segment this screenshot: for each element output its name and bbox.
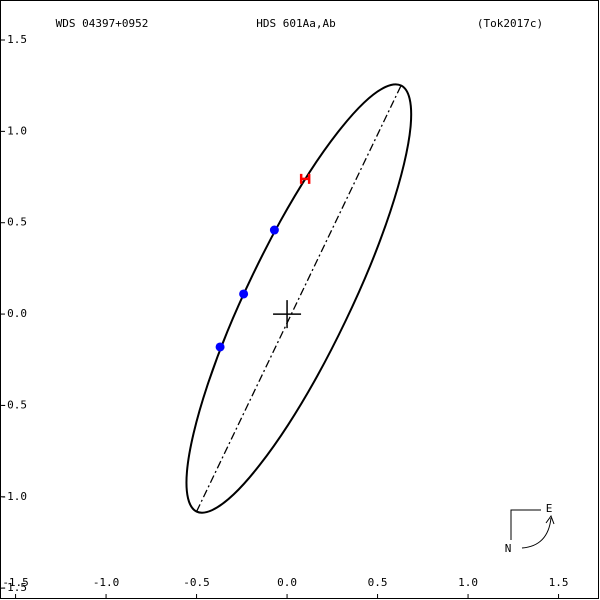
compass-arrowhead bbox=[545, 514, 555, 525]
x-tick-label: -1.0 bbox=[93, 576, 120, 589]
chart-title: HDS 601Aa,Ab bbox=[256, 17, 335, 30]
y-tick-label: -1.0 bbox=[1, 490, 28, 503]
compass-axes bbox=[510, 509, 541, 540]
measurement-point bbox=[269, 225, 279, 235]
compass-north: N bbox=[505, 542, 512, 555]
x-tick-label: 0.0 bbox=[277, 576, 297, 589]
y-tick-label: -0.5 bbox=[1, 398, 28, 411]
x-tick-label: -1.5 bbox=[2, 576, 29, 589]
wds-label: WDS 04397+0952 bbox=[56, 17, 149, 30]
x-tick-label: 0.5 bbox=[368, 576, 388, 589]
primary-cross bbox=[273, 300, 302, 329]
line-of-apsides bbox=[195, 85, 402, 512]
measurement-point bbox=[215, 342, 225, 352]
reference-label: (Tok2017c) bbox=[477, 17, 543, 30]
compass: E N bbox=[505, 502, 555, 555]
compass-east: E bbox=[546, 502, 553, 515]
y-tick-label: 1.0 bbox=[7, 124, 27, 137]
x-tick-label: 1.0 bbox=[458, 576, 478, 589]
y-tick-label: -1.5 bbox=[1, 581, 28, 594]
compass-arrow bbox=[521, 517, 552, 549]
x-tick-label: 1.5 bbox=[549, 576, 569, 589]
y-tick-label: 0.5 bbox=[7, 216, 27, 229]
y-tick-label: 1.5 bbox=[7, 33, 27, 46]
measurement-point bbox=[239, 289, 249, 299]
y-tick-label: 0.0 bbox=[7, 307, 27, 320]
x-tick-label: -0.5 bbox=[183, 576, 210, 589]
measurement-h bbox=[299, 173, 311, 184]
